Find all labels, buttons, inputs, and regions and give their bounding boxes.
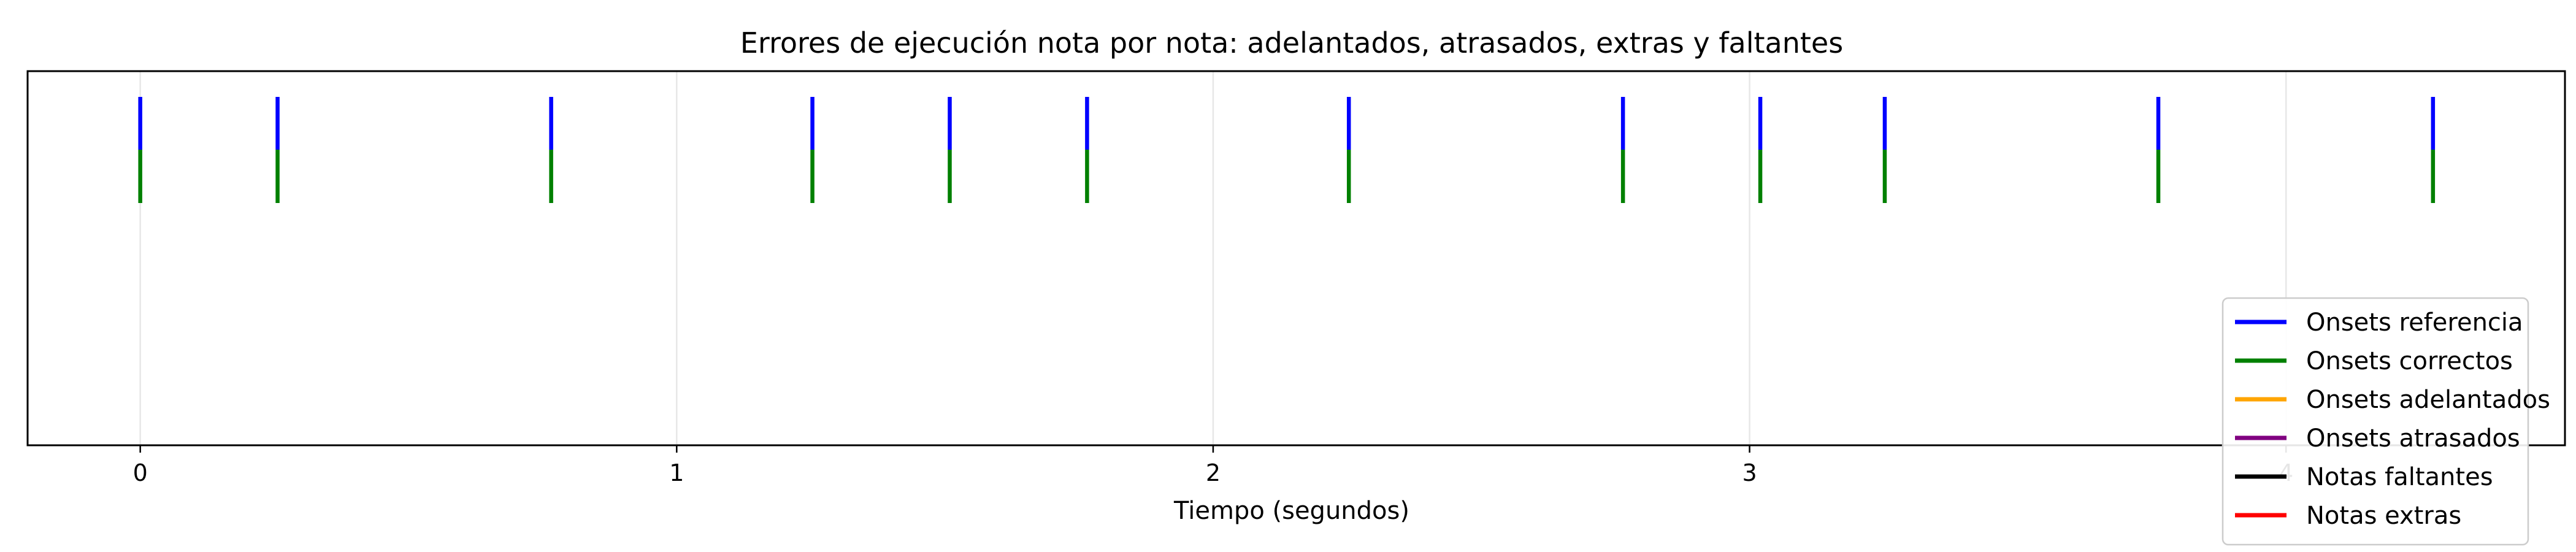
plot-series [138, 97, 2436, 203]
x-axis-label: Tiempo (segundos) [1173, 497, 1409, 525]
x-tick-label: 1 [669, 459, 684, 486]
chart-title: Errores de ejecución nota por nota: adel… [740, 26, 1843, 59]
legend-box [2221, 297, 2529, 546]
grid-lines [139, 71, 2287, 445]
x-axis-ticks: 01234 [133, 445, 2293, 486]
legend: Onsets referencia Onsets correctos Onsets … [2221, 297, 2550, 546]
legend-label: Onsets adelantados [2306, 386, 2550, 414]
legend-label: Onsets correctos [2306, 347, 2513, 375]
x-tick-label: 0 [133, 459, 148, 486]
x-tick-label: 3 [1742, 459, 1757, 486]
legend-label: Notas extras [2306, 502, 2461, 530]
legend-label: Onsets referencia [2306, 309, 2523, 337]
legend-label: Notas faltantes [2306, 463, 2493, 491]
plot-frame [26, 70, 2566, 447]
x-tick-label: 2 [1206, 459, 1221, 486]
legend-label: Onsets atrasados [2306, 424, 2520, 453]
legend-items: Onsets referencia Onsets correctos Onsets … [2235, 309, 2550, 530]
